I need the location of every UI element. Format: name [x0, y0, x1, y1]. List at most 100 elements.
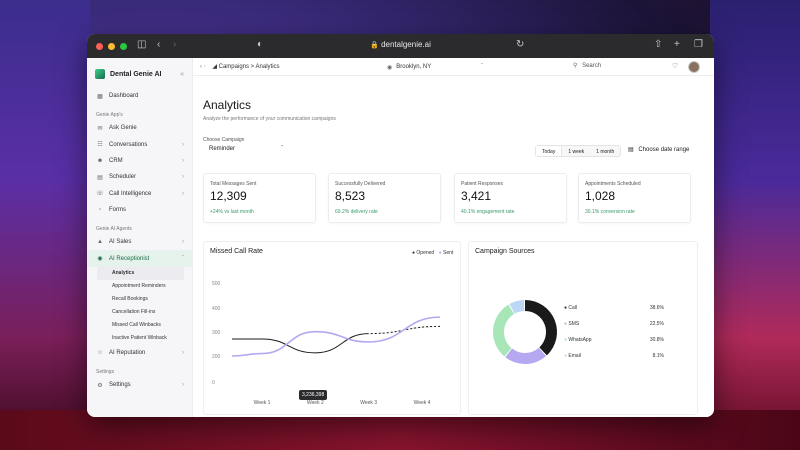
- campaign-select[interactable]: Reminder ˇ: [203, 144, 285, 156]
- sidebar-subitem-cancellation-fill-ins[interactable]: Cancellation Fill-ins: [112, 309, 156, 316]
- main-area: ‹ › ◢ Campaigns > Analytics ◉ Brooklyn, …: [193, 58, 714, 417]
- search-input[interactable]: ⚲ Search: [573, 62, 668, 72]
- location-selector[interactable]: ◉ Brooklyn, NY ˇ: [387, 62, 483, 72]
- pin-icon: ◉: [387, 64, 393, 71]
- chevron-down-icon: ˇ: [281, 146, 283, 152]
- sidebar-item-crm[interactable]: ☻ CRM ›: [96, 158, 184, 165]
- minimize-button[interactable]: [108, 42, 115, 50]
- sidebar-item-dashboard[interactable]: ▦ Dashboard: [97, 93, 139, 100]
- donut-slice-whatsapp: [493, 304, 515, 357]
- sidebar-subitem-recall-bookings[interactable]: Recall Bookings: [112, 296, 148, 303]
- back-nav-icon[interactable]: ‹: [200, 64, 202, 70]
- sidebar-subitem-missed-call-winbacks[interactable]: Missed Call Winbacks: [112, 322, 161, 329]
- stat-value: 1,028: [585, 189, 616, 203]
- sidebar-item-ai-sales[interactable]: ▲ AI Sales ›: [97, 239, 184, 246]
- sidebar-item-ask-genie[interactable]: ✉ Ask Genie: [97, 125, 137, 132]
- sidebar-subitem-appointment-reminders[interactable]: Appointment Reminders: [112, 283, 166, 290]
- top-bar: ‹ › ◢ Campaigns > Analytics ◉ Brooklyn, …: [193, 58, 714, 76]
- stat-card-appointments: Appointments Scheduled 1,028 30.1% conve…: [578, 173, 691, 223]
- y-tick-label: 300: [212, 330, 221, 336]
- sidebar-subitem-inactive-patient-winback[interactable]: Inactive Patient Winback: [112, 335, 167, 342]
- legend-dot-opened: ●: [412, 250, 416, 256]
- stat-card-delivered: Successfully Delivered 8,523 69.2% deliv…: [328, 173, 441, 223]
- stat-delta: +24% vs last month: [210, 209, 254, 215]
- document-icon: ▫: [98, 206, 102, 213]
- sidebar-item-forms[interactable]: ▫ Forms: [87, 202, 192, 218]
- avatar[interactable]: [688, 61, 700, 73]
- new-tab-icon[interactable]: +: [674, 39, 680, 50]
- stat-value: 3,421: [461, 189, 492, 203]
- sidebar-toggle-icon[interactable]: ◫: [137, 39, 147, 50]
- share-icon[interactable]: ⇧: [654, 39, 663, 50]
- breadcrumb-campaigns[interactable]: Campaigns: [218, 64, 249, 70]
- search-icon: ⚲: [573, 63, 578, 69]
- close-button[interactable]: [96, 42, 103, 50]
- range-toggle: Today 1 week 1 month: [535, 145, 622, 157]
- sidebar-item-ai-reputation[interactable]: ☆ AI Reputation ›: [97, 349, 184, 357]
- brand[interactable]: Dental Genie AI «: [87, 66, 192, 82]
- headset-icon: ◉: [97, 256, 103, 263]
- bell-icon[interactable]: ♡: [672, 63, 679, 70]
- wallpaper-right: [710, 0, 800, 450]
- page-title: Analytics: [203, 98, 252, 112]
- range-1-month[interactable]: 1 month: [596, 149, 615, 155]
- range-today[interactable]: Today: [536, 146, 563, 156]
- back-icon[interactable]: ‹: [157, 39, 161, 50]
- maximize-button[interactable]: [120, 42, 127, 50]
- reload-icon[interactable]: ↻: [516, 39, 525, 50]
- source-dot: ●: [564, 305, 568, 311]
- stat-title: Total Messages Sent: [210, 181, 257, 187]
- url-text: dentalgenie.ai: [381, 40, 431, 49]
- sidebar-item-conversations[interactable]: ☷ Conversations ›: [97, 141, 184, 149]
- forward-icon[interactable]: ›: [173, 39, 177, 50]
- stat-value: 8,523: [335, 189, 366, 203]
- chevron-right-icon: ›: [182, 239, 184, 246]
- cart-icon: ▲: [97, 239, 103, 246]
- chevron-right-icon: ›: [182, 141, 184, 148]
- source-dot: ●: [564, 321, 568, 327]
- source-label: WhatsApp: [568, 337, 592, 343]
- gear-icon: ⚙: [97, 382, 103, 389]
- x-tick-label: Week 2: [307, 400, 324, 406]
- chevron-down-icon: ˇ: [182, 255, 184, 262]
- breadcrumb: ‹ › ◢ Campaigns > Analytics: [200, 63, 280, 70]
- address-bar[interactable]: 🔒 dentalgenie.ai: [87, 40, 714, 49]
- missed-call-panel: Missed Call Rate ● Opened ● Sent 0 200 300…: [203, 241, 461, 415]
- chevron-right-icon: ›: [182, 382, 184, 389]
- calendar-icon: ▤: [628, 147, 634, 153]
- source-dot: ●: [564, 337, 568, 343]
- source-label: SMS: [568, 321, 580, 327]
- sidebar-item-ai-receptionist[interactable]: ◉ AI Receptionist ˇ: [87, 250, 192, 267]
- stat-title: Appointments Scheduled: [585, 181, 641, 187]
- source-dot: ●: [564, 353, 568, 359]
- y-tick-label: 400: [212, 306, 221, 312]
- source-label: Email: [568, 353, 581, 359]
- tabs-overview-icon[interactable]: ❐: [694, 39, 703, 50]
- date-range-button[interactable]: ▤ Choose date range: [628, 146, 689, 153]
- forward-nav-icon[interactable]: ›: [203, 64, 206, 70]
- collapse-sidebar-icon[interactable]: «: [180, 70, 184, 78]
- chevron-right-icon: ›: [182, 349, 184, 356]
- sidebar-subitem-analytics[interactable]: Analytics: [97, 266, 184, 280]
- range-1-week[interactable]: 1 week: [568, 149, 585, 155]
- sidebar-section-title: Settings: [96, 368, 115, 375]
- sidebar-item-scheduler[interactable]: ▤ Scheduler ›: [97, 174, 184, 181]
- source-row-call: ● Call 38.6%: [564, 305, 664, 313]
- donut-slice-sms: [505, 347, 547, 364]
- shield-icon[interactable]: ◐: [257, 39, 264, 50]
- stat-title: Successfully Delivered: [335, 181, 386, 187]
- series-forecast-gap: [368, 325, 441, 335]
- source-row-sms: ● SMS 22.5%: [564, 321, 664, 329]
- stat-value: 12,309: [210, 189, 247, 203]
- legend-dot-sent: ●: [438, 250, 442, 256]
- sidebar-item-call-intelligence[interactable]: ☏ Call Intelligence ›: [96, 190, 184, 198]
- source-pct: 8.1%: [652, 353, 664, 359]
- legend-opened: Opened: [416, 250, 435, 256]
- y-tick-label: 200: [212, 354, 221, 360]
- calendar-icon: ▤: [97, 174, 103, 181]
- missed-call-title: Missed Call Rate: [210, 248, 263, 255]
- sidebar-item-settings[interactable]: ⚙ Settings ›: [97, 382, 184, 389]
- stat-delta: 40.1% engagement rate: [461, 209, 515, 215]
- content: Analytics Analyze the performance of you…: [193, 76, 714, 417]
- chevron-right-icon: ›: [182, 174, 184, 181]
